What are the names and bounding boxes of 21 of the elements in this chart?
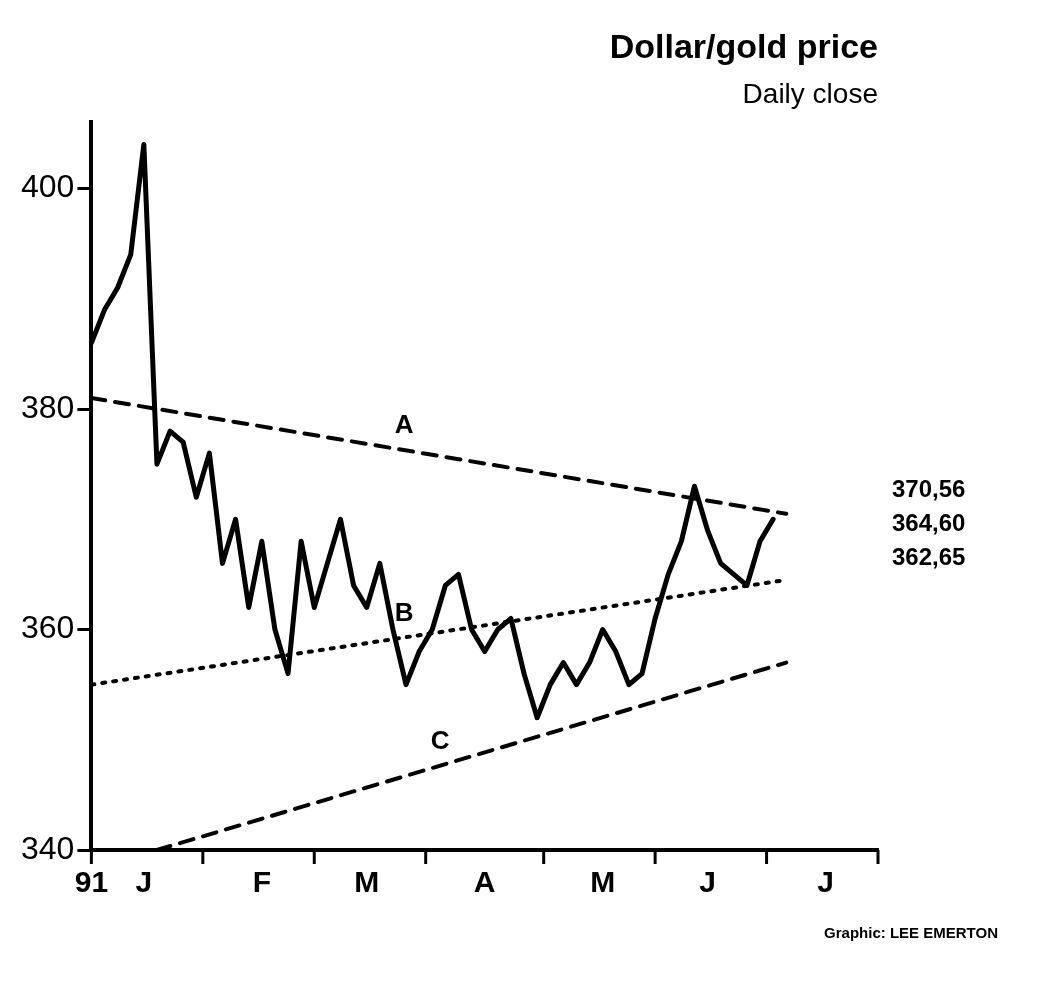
text: Graphic: LEE EMERTON	[824, 924, 998, 942]
series-label: C	[430, 724, 450, 755]
y-tick-label: 360	[21, 609, 75, 646]
y-tick-label: 380	[21, 388, 75, 425]
y-tick-label: 400	[21, 168, 75, 205]
series-label: A	[394, 409, 414, 440]
x-tick-label: J	[135, 865, 153, 899]
text: 364,60	[892, 508, 966, 536]
chart-title: Dollar/gold price	[609, 26, 878, 65]
y-tick-label: 340	[21, 829, 75, 866]
chart-subtitle: Daily close	[742, 78, 878, 110]
x-tick-label: M	[354, 865, 380, 899]
x-tick-label: A	[473, 865, 496, 899]
x-tick-label: M	[590, 865, 616, 899]
x-tick-label: J	[817, 865, 834, 899]
text: 362,65	[892, 542, 966, 570]
x-tick-label: 91	[74, 865, 109, 899]
x-tick-label: F	[252, 865, 271, 899]
text: 370,56	[892, 474, 966, 502]
x-tick-label: J	[699, 865, 716, 899]
series-label: B	[394, 596, 414, 627]
